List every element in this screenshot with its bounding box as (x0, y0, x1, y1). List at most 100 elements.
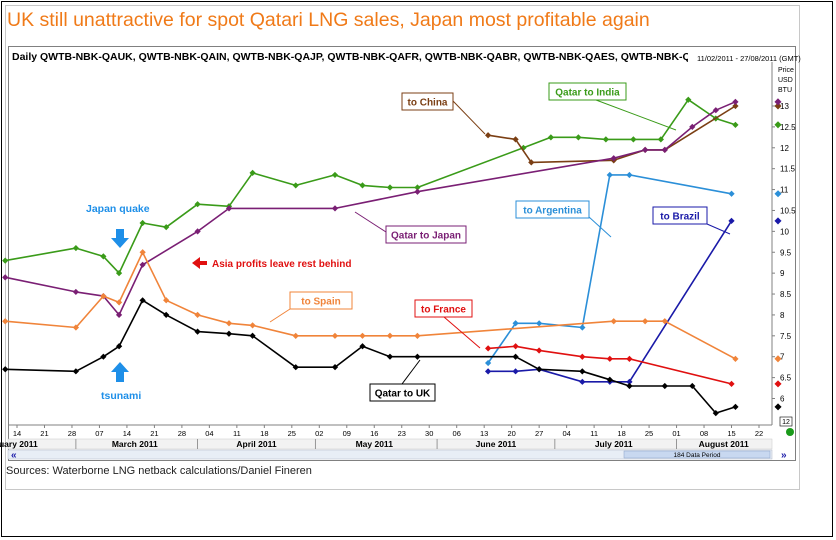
data-point-japan (2, 274, 9, 281)
month-label: April 2011 (236, 439, 276, 449)
chart-title: UK still unattractive for spot Qatari LN… (7, 9, 650, 31)
corner-badge (779, 416, 793, 427)
data-point-uk (194, 328, 201, 335)
data-point-spain (386, 332, 394, 339)
y-tick-label: 7.5 (780, 332, 792, 341)
annotation-box (289, 291, 353, 310)
data-point-india (630, 136, 637, 143)
data-point-france (579, 353, 586, 360)
month-label: February 2011 (0, 439, 38, 449)
data-point-argentina (728, 190, 735, 197)
data-point-spain (414, 332, 421, 339)
y-tick-label: 8.5 (780, 290, 792, 299)
month-label: June 2011 (476, 439, 517, 449)
data-point-india (249, 169, 256, 176)
scrollbar-thumb[interactable] (623, 450, 771, 459)
y-tick-label: 6 (780, 395, 785, 404)
scroll-right-arrow[interactable]: » (781, 450, 787, 461)
annotation-text: to France (421, 305, 466, 316)
x-tick-label: 07 (95, 429, 103, 438)
data-point-france (535, 347, 543, 354)
annotation-leader (269, 308, 291, 323)
data-point-argentina (536, 320, 543, 327)
x-tick-label: 21 (150, 429, 158, 438)
data-point-japan (225, 205, 233, 212)
data-point-uk (414, 353, 421, 360)
x-tick-label: 08 (700, 429, 708, 438)
annotation-text: Qatar to UK (375, 389, 431, 400)
month-label: March 2011 (112, 439, 158, 449)
last-value-marker-spain (774, 355, 782, 363)
data-point-japan (642, 146, 649, 154)
data-point-uk (100, 353, 107, 360)
annotation-box (369, 383, 436, 402)
data-point-uk (626, 382, 633, 390)
y-tick-label: 11 (780, 186, 789, 195)
data-point-japan (194, 228, 201, 235)
y-tick-label: 11.5 (780, 165, 796, 174)
data-point-uk (732, 403, 739, 411)
annotation-text: Asia profits leave rest behind (212, 259, 352, 270)
horizontal-scrollbar[interactable] (7, 449, 773, 460)
data-point-uk (712, 410, 719, 417)
y-tick-label: 12 (780, 144, 789, 153)
x-tick-label: 11 (233, 429, 241, 438)
x-tick-label: 20 (507, 429, 515, 438)
y-unit-label: BTU (778, 87, 792, 94)
y-tick-label: 8 (780, 311, 785, 320)
annotation-box (414, 299, 473, 318)
data-point-spain (139, 249, 146, 256)
annotation-text: Japan quake (86, 203, 150, 215)
x-tick-label: 27 (535, 429, 543, 438)
data-point-uk (359, 343, 366, 350)
date-range: 11/02/2011 - 27/08/2011 (GMT) (697, 54, 801, 63)
x-tick-label: 14 (13, 429, 21, 438)
data-point-argentina (606, 171, 613, 179)
data-point-india (163, 224, 170, 231)
x-tick-label: 14 (123, 429, 131, 438)
data-point-uk (536, 366, 543, 373)
last-value-marker-china (774, 102, 782, 110)
data-point-spain (163, 297, 170, 304)
data-point-india (575, 134, 582, 141)
asia-arrow-left-icon (192, 257, 207, 269)
annotation-box (385, 225, 467, 244)
annotation-leader (452, 100, 486, 135)
annotation-box (515, 200, 590, 219)
y-tick-label: 6.5 (780, 374, 792, 383)
data-point-spain (249, 322, 256, 329)
x-tick-label: 25 (645, 429, 653, 438)
y-tick-label: 10.5 (780, 206, 796, 215)
data-point-spain (72, 324, 80, 331)
series-line-india (5, 98, 736, 274)
scroll-period-label: 184 Data Period (674, 452, 721, 459)
data-point-spain (194, 311, 201, 319)
annotation-box (401, 92, 454, 111)
y-tick-label: 9.5 (780, 248, 792, 257)
scroll-left-arrow[interactable]: « (11, 450, 17, 461)
series-line-spain (5, 251, 736, 360)
annotation-box (652, 206, 708, 225)
y-unit-label: USD (778, 77, 793, 84)
data-point-argentina (512, 320, 519, 327)
annotation-leader (595, 99, 677, 131)
data-point-china (484, 132, 492, 139)
x-tick-label: 28 (68, 429, 76, 438)
x-tick-label: 11 (590, 429, 598, 438)
data-point-india (100, 253, 107, 260)
data-point-uk (512, 353, 519, 360)
x-tick-label: 15 (727, 429, 735, 438)
data-point-spain (359, 332, 366, 339)
annotation-text: to Brazil (660, 212, 700, 223)
annotation-leader (354, 211, 387, 233)
data-point-spain (610, 318, 617, 325)
data-point-uk (225, 330, 233, 337)
x-tick-label: 18 (617, 429, 625, 438)
data-point-uk (386, 353, 394, 360)
slide-frame (5, 5, 800, 490)
month-label: August 2011 (699, 439, 749, 449)
quake-arrow-down-icon (111, 229, 129, 248)
data-point-france (626, 355, 633, 362)
data-point-india (331, 171, 339, 179)
